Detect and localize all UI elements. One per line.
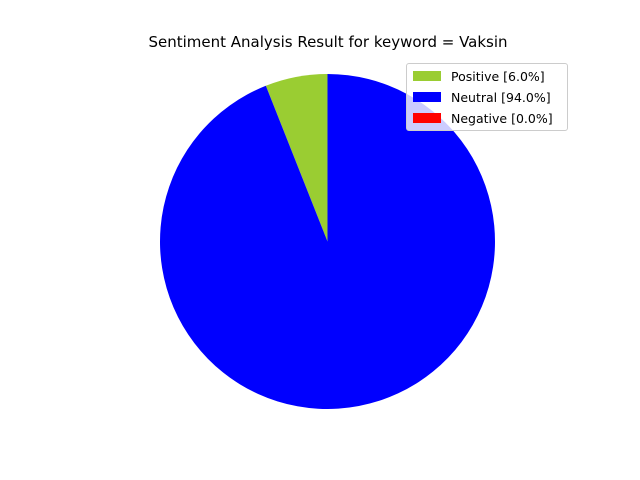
legend-label-positive: Positive [6.0%] — [451, 68, 545, 84]
pie-slices — [159, 73, 495, 410]
legend-swatch-negative — [413, 113, 441, 123]
chart-legend: Positive [6.0%] Neutral [94.0%] Negative… — [406, 63, 568, 131]
legend-item-positive: Positive [6.0%] — [413, 68, 545, 84]
pie-slice-positive — [265, 73, 328, 242]
legend-swatch-neutral — [413, 92, 441, 102]
chart-title: Sentiment Analysis Result for keyword = … — [148, 33, 508, 51]
legend-label-neutral: Neutral [94.0%] — [451, 89, 551, 105]
legend-label-negative: Negative [0.0%] — [451, 110, 553, 126]
pie-slice-neutral — [159, 74, 495, 410]
legend-swatch-positive — [413, 71, 441, 81]
legend-item-neutral: Neutral [94.0%] — [413, 89, 551, 105]
legend-item-negative: Negative [0.0%] — [413, 110, 553, 126]
